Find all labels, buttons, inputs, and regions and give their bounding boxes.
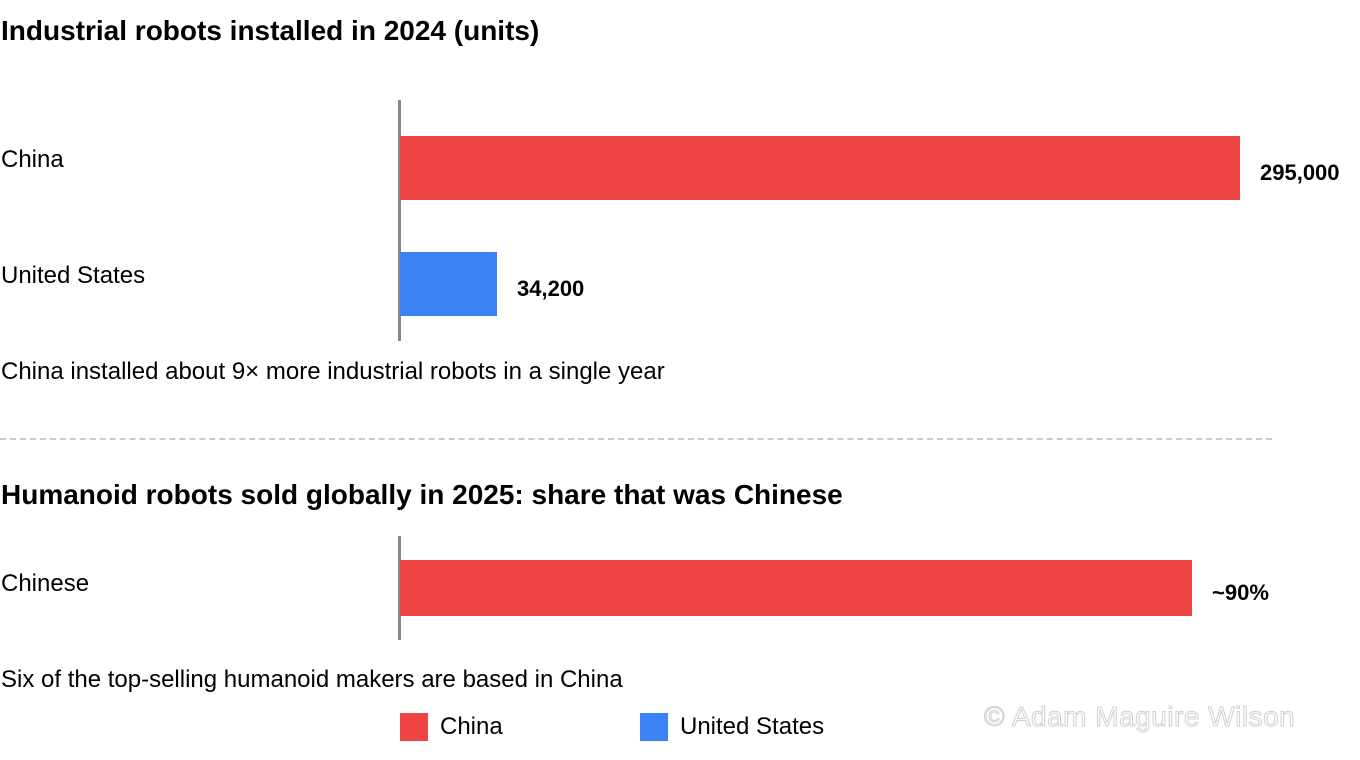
section-divider <box>0 438 1272 440</box>
chart2-category-label-chinese: Chinese <box>1 570 90 597</box>
chart1-title: Industrial robots installed in 2024 (uni… <box>1 15 540 46</box>
chart1-caption: China installed about 9× more industrial… <box>1 358 665 385</box>
chart1-value-label-united-states: 34,200 <box>517 276 585 301</box>
legend-swatch-china <box>400 713 428 741</box>
chart2-caption: Six of the top-selling humanoid makers a… <box>1 666 623 693</box>
chart2-axis-line <box>398 536 401 640</box>
legend-label-china: China <box>440 713 503 740</box>
chart2-value-label-chinese: ~90% <box>1212 580 1269 605</box>
watermark: © Adam Maguire Wilson <box>983 701 1296 732</box>
chart1-category-label-china: China <box>1 146 64 173</box>
chart1-bar-china <box>400 136 1240 200</box>
legend-label-united-states: United States <box>680 713 825 740</box>
chart1-bar-united-states <box>400 252 497 316</box>
chart1-value-label-china: 295,000 <box>1260 160 1340 185</box>
legend-item-united-states: United States <box>640 712 824 742</box>
chart1-category-label-united-states: United States <box>1 262 146 289</box>
chart2-title: Humanoid robots sold globally in 2025: s… <box>1 479 843 510</box>
chart1-axis-line <box>398 100 401 341</box>
legend-swatch-united-states <box>640 713 668 741</box>
legend-item-china: China <box>400 712 503 742</box>
chart2-bar-chinese <box>400 560 1192 616</box>
